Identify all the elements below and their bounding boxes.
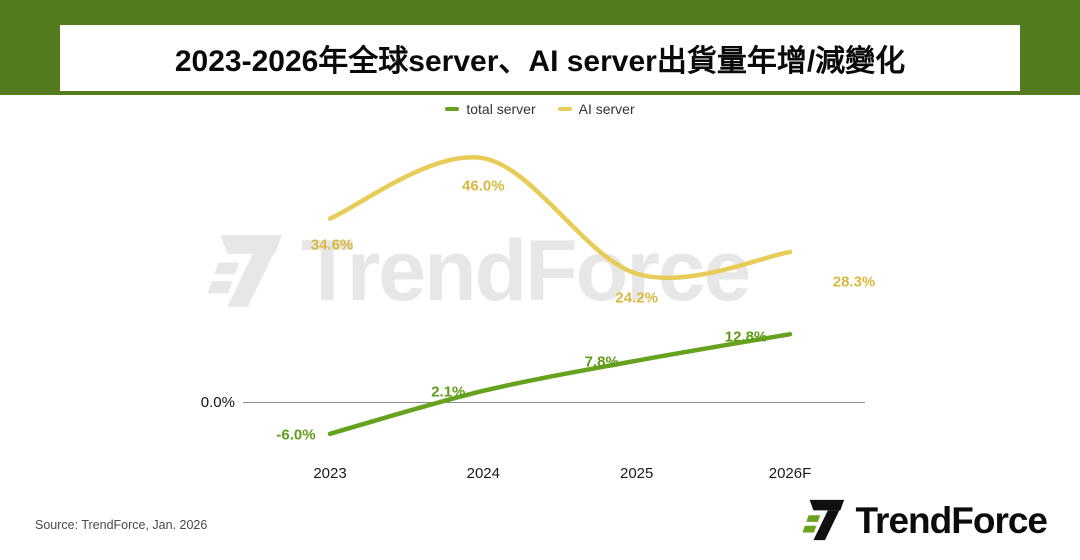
x-axis-label-2024: 2024 bbox=[466, 465, 500, 482]
x-axis-label-2026F: 2026F bbox=[768, 465, 812, 482]
point-label-total-server-2024: 2.1% bbox=[431, 383, 466, 401]
legend-label-total-server: total server bbox=[466, 101, 536, 117]
legend-item-ai-server: AI server bbox=[557, 101, 635, 117]
zero-gridline bbox=[243, 402, 865, 403]
watermark-text: TrendForce bbox=[301, 223, 751, 319]
header-banner: 2023-2026年全球server、AI server出貨量年增/減變化 bbox=[0, 0, 1080, 95]
legend-swatch-ai-server-icon bbox=[557, 107, 572, 111]
trendforce-watermark-icon bbox=[207, 235, 282, 307]
watermark: TrendForce bbox=[205, 223, 751, 319]
point-label-total-server-2023: -6.0% bbox=[276, 426, 316, 444]
chart-legend: total server AI server bbox=[0, 101, 1080, 117]
trendforce-logo: TrendForce bbox=[801, 497, 1048, 543]
legend-item-total-server: total server bbox=[445, 101, 536, 117]
point-label-AI-server-2026F: 28.3% bbox=[832, 273, 876, 291]
series-line-total-server bbox=[327, 331, 793, 437]
x-axis-label-2023: 2023 bbox=[313, 465, 347, 482]
point-label-total-server-2025: 7.8% bbox=[584, 353, 619, 371]
legend-swatch-total-server-icon bbox=[445, 107, 460, 111]
legend-label-ai-server: AI server bbox=[578, 101, 635, 117]
x-axis-label-2025: 2025 bbox=[620, 465, 654, 482]
source-note: Source: TrendForce, Jan. 2026 bbox=[35, 518, 208, 532]
title-box: 2023-2026年全球server、AI server出貨量年增/減變化 bbox=[60, 25, 1020, 91]
trendforce-logo-icon bbox=[801, 499, 844, 541]
page-title: 2023-2026年全球server、AI server出貨量年增/減變化 bbox=[174, 45, 906, 78]
trendforce-logo-text: TrendForce bbox=[855, 499, 1048, 541]
y-axis-zero-label: 0.0% bbox=[200, 394, 235, 411]
point-label-total-server-2026F: 12.8% bbox=[724, 328, 768, 346]
point-label-AI-server-2024: 46.0% bbox=[462, 177, 505, 195]
